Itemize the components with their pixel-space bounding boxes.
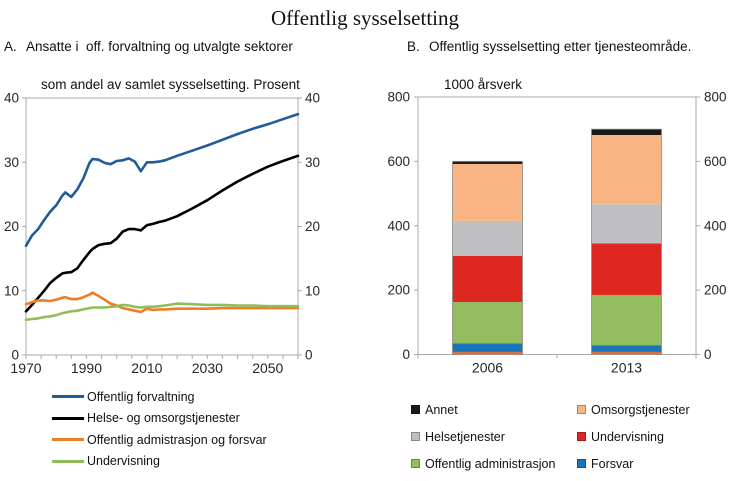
panel-b-title: B. Offentlig sysselsetting etter tjenest… (407, 37, 727, 94)
tick-label: 600 (387, 154, 410, 169)
line-series (24, 302, 300, 322)
legend-item: Forsvar (577, 450, 690, 477)
bar-segment (452, 161, 523, 164)
panel-a-title-line2: som andel av samlet sysselsetting. Prose… (41, 77, 300, 92)
legend-label: Helsetjenester (425, 429, 505, 444)
tick-label: 1970 (10, 360, 41, 376)
bar-segment (452, 220, 523, 257)
panel-a-title-line1: Ansatte i off. forvaltning og utvalgte s… (26, 39, 293, 54)
tick-label: 1990 (71, 360, 102, 376)
legend-square-swatch (577, 459, 586, 468)
legend-label: Offentlig admistrasjon og forsvar (87, 432, 267, 447)
legend-line-swatch (52, 438, 84, 442)
tick-label: 200 (704, 283, 727, 298)
panel-a-title: A. Ansatte i off. forvaltning og utvalgt… (4, 37, 360, 94)
bar-segment (591, 134, 662, 205)
tick-label: 30 (4, 155, 19, 170)
legend-item: Offentlig forvaltning (52, 386, 267, 408)
bar-segment (591, 243, 662, 295)
legend-label: Annet (425, 402, 458, 417)
legend-item: Undervisning (577, 423, 690, 450)
tick-label: 400 (704, 218, 727, 233)
line-series (24, 112, 300, 248)
tick-label: 0 (11, 348, 19, 363)
legend-line-swatch (52, 395, 84, 399)
legend-label: Offentlig administrasjon (425, 456, 556, 471)
bar-segment (452, 163, 523, 221)
legend-line-swatch (52, 416, 84, 420)
bar-segment (452, 302, 523, 344)
tick-label: 40 (4, 91, 19, 106)
legend-item: Annet (411, 396, 577, 423)
bar-segment (452, 351, 523, 355)
tick-label: 2030 (192, 360, 223, 376)
bar-segment (591, 294, 662, 346)
line-series (24, 154, 300, 313)
panel-a-legend: Offentlig forvaltning Helse- og omsorgstj… (52, 386, 267, 472)
tick-label: 0 (704, 347, 712, 362)
panel-b-title-line2: 1000 årsverk (444, 77, 523, 92)
bar-segment (452, 256, 523, 303)
legend-item: Offentlig administrasjon (411, 450, 577, 477)
panel-b-plot: 0 0 200 200 400 400 600 600 800 800 2006 2013 (387, 90, 726, 376)
panel-b-label: B. (407, 39, 420, 54)
figure-title: Offentlig sysselsetting (270, 6, 459, 30)
bar-segment (591, 204, 662, 244)
tick-label: 800 (704, 90, 727, 105)
tick-label: 10 (305, 283, 320, 298)
panel-b-title-line1: Offentlig sysselsetting etter tjenesteom… (429, 39, 692, 54)
tick-label: 10 (4, 283, 19, 298)
legend-line-swatch (52, 459, 84, 463)
legend-square-swatch (577, 432, 586, 441)
legend-label: Undervisning (591, 429, 664, 444)
legend-square-swatch (411, 405, 420, 414)
line-series (24, 291, 300, 314)
legend-label: Helse- og omsorgstjenester (87, 411, 240, 426)
tick-label: 800 (387, 90, 410, 105)
legend-item: Omsorgstjenester (577, 396, 690, 423)
tick-label: 2010 (131, 360, 162, 376)
legend-square-swatch (411, 459, 420, 468)
panel-b-title-text: Offentlig sysselsetting etter tjenesteom… (429, 37, 691, 94)
panel-b-legend: Annet Helsetjenester Offentlig administras… (411, 396, 690, 477)
panel-a-label: A. (4, 39, 17, 54)
legend-label: Undervisning (87, 454, 160, 469)
legend-square-swatch (411, 432, 420, 441)
tick-label: 0 (402, 347, 410, 362)
tick-label: 0 (305, 348, 313, 363)
panel-a-frame (25, 97, 299, 356)
tick-label: 400 (387, 218, 410, 233)
bar-segment (452, 343, 523, 352)
legend-column: Omsorgstjenester Undervisning Forsvar (577, 396, 690, 477)
tick-label: 2006 (472, 360, 503, 376)
legend-item: Undervisning (52, 451, 267, 473)
tick-label: 20 (4, 219, 19, 234)
bar-segment (591, 351, 662, 355)
legend-column: Annet Helsetjenester Offentlig administras… (411, 396, 577, 477)
tick-label: 30 (305, 155, 320, 170)
bar-outline (591, 128, 662, 355)
legend-square-swatch (577, 405, 586, 414)
tick-label: 20 (305, 219, 320, 234)
panel-a-title-text: Ansatte i off. forvaltning og utvalgte s… (26, 37, 300, 94)
bar-outline (452, 160, 523, 355)
legend-label: Forsvar (591, 456, 634, 471)
legend-item: Helsetjenester (411, 423, 577, 450)
tick-label: 600 (704, 154, 727, 169)
legend-item: Offentlig admistrasjon og forsvar (52, 429, 267, 451)
bar-segment (591, 129, 662, 135)
bar-segment (591, 345, 662, 352)
legend-item: Helse- og omsorgstjenester (52, 408, 267, 430)
tick-label: 40 (305, 91, 320, 106)
legend-label: Offentlig forvaltning (87, 389, 195, 404)
tick-label: 2050 (252, 360, 283, 376)
legend-label: Omsorgstjenester (591, 402, 690, 417)
tick-label: 2013 (611, 360, 642, 376)
tick-label: 200 (387, 283, 410, 298)
